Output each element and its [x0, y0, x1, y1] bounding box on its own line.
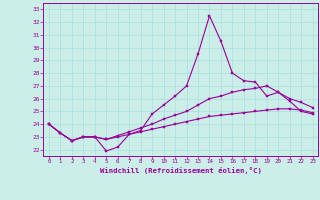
X-axis label: Windchill (Refroidissement éolien,°C): Windchill (Refroidissement éolien,°C)	[100, 167, 262, 174]
